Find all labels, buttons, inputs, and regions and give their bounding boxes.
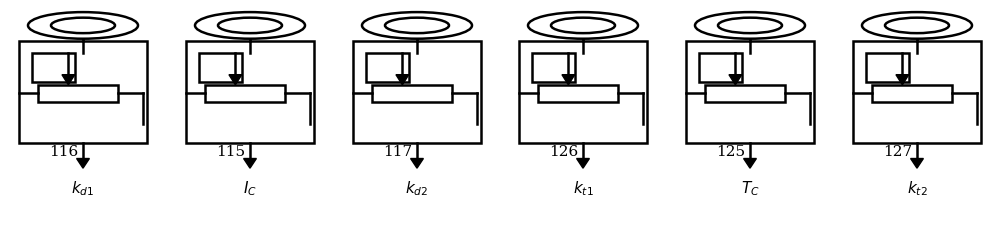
Polygon shape <box>396 75 409 85</box>
Bar <box>866 53 909 82</box>
Text: $k_{t2}$: $k_{t2}$ <box>907 179 927 198</box>
Polygon shape <box>577 159 589 168</box>
Polygon shape <box>744 159 756 168</box>
Polygon shape <box>62 75 75 85</box>
Bar <box>372 85 452 102</box>
Polygon shape <box>411 159 423 168</box>
Text: 126: 126 <box>549 145 578 159</box>
Polygon shape <box>729 75 742 85</box>
Text: 116: 116 <box>49 145 78 159</box>
Bar <box>872 85 952 102</box>
Text: $k_{d2}$: $k_{d2}$ <box>405 179 429 198</box>
Polygon shape <box>562 75 575 85</box>
Text: $T_C$: $T_C$ <box>741 179 759 198</box>
Bar <box>38 85 118 102</box>
Bar <box>705 85 785 102</box>
Text: $k_{t1}$: $k_{t1}$ <box>573 179 593 198</box>
Polygon shape <box>896 75 909 85</box>
Bar <box>32 53 75 82</box>
Bar <box>186 41 314 143</box>
Bar <box>205 85 285 102</box>
Bar <box>353 41 481 143</box>
Bar <box>538 85 618 102</box>
Text: $I_C$: $I_C$ <box>243 179 257 198</box>
Polygon shape <box>244 159 256 168</box>
Bar <box>366 53 409 82</box>
Polygon shape <box>911 159 923 168</box>
Bar <box>19 41 147 143</box>
Text: 127: 127 <box>883 145 912 159</box>
Bar <box>199 53 242 82</box>
Bar <box>532 53 575 82</box>
Bar <box>853 41 981 143</box>
Bar <box>686 41 814 143</box>
Text: 125: 125 <box>716 145 745 159</box>
Text: 115: 115 <box>216 145 245 159</box>
Text: $k_{d1}$: $k_{d1}$ <box>71 179 95 198</box>
Bar <box>519 41 647 143</box>
Polygon shape <box>229 75 242 85</box>
Bar <box>699 53 742 82</box>
Polygon shape <box>77 159 89 168</box>
Text: 117: 117 <box>383 145 412 159</box>
